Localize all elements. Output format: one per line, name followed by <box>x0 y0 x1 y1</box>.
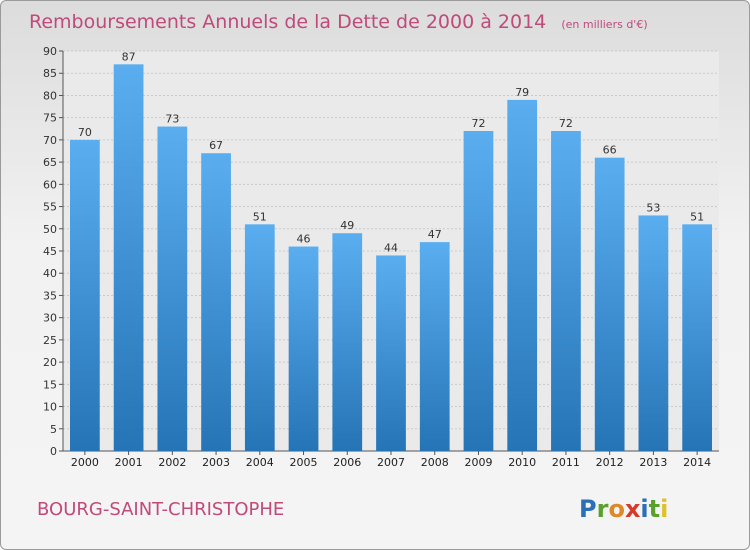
logo-letter: o <box>608 495 625 523</box>
data-label: 87 <box>122 50 136 63</box>
bar <box>638 215 669 451</box>
chart-title-unit: (en milliers d'€) <box>561 18 647 31</box>
x-tick-label: 2002 <box>158 456 186 469</box>
x-tick-label: 2012 <box>596 456 624 469</box>
y-tick-label: 5 <box>50 423 57 436</box>
proxiti-logo: Proxiti <box>579 495 668 523</box>
y-tick-label: 90 <box>43 45 57 58</box>
y-tick-label: 50 <box>43 223 57 236</box>
data-label: 46 <box>297 233 311 246</box>
y-tick-label: 35 <box>43 289 57 302</box>
bar-series <box>69 64 713 452</box>
data-label: 72 <box>559 117 573 130</box>
commune-name: BOURG-SAINT-CHRISTOPHE <box>37 499 284 520</box>
data-label: 73 <box>165 113 179 126</box>
y-tick-label: 60 <box>43 178 57 191</box>
y-tick-label: 70 <box>43 134 57 147</box>
logo-letter: r <box>597 495 609 523</box>
x-tick-label: 2014 <box>683 456 711 469</box>
data-label: 66 <box>603 144 617 157</box>
bar <box>594 157 625 451</box>
y-tick-label: 45 <box>43 245 57 258</box>
bar <box>507 99 538 451</box>
data-label: 51 <box>690 210 704 223</box>
y-tick-label: 25 <box>43 334 57 347</box>
data-labels: 70 87 73 67 51 46 49 44 47 72 79 72 66 53 51 <box>78 50 704 254</box>
y-tick-label: 65 <box>43 156 57 169</box>
y-tick-label: 80 <box>43 89 57 102</box>
data-label: 70 <box>78 126 92 139</box>
data-label: 79 <box>515 86 529 99</box>
data-label: 67 <box>209 139 223 152</box>
x-tick-label: 2001 <box>115 456 143 469</box>
y-tick-label: 15 <box>43 378 57 391</box>
bar <box>201 153 231 451</box>
data-label: 49 <box>340 219 354 232</box>
bar <box>376 255 406 451</box>
x-tick-label: 2007 <box>377 456 405 469</box>
y-tick-label: 85 <box>43 67 57 80</box>
logo-letter: i <box>640 495 648 523</box>
bar <box>157 126 188 452</box>
data-label: 44 <box>384 241 398 254</box>
bar <box>419 242 450 451</box>
bar <box>113 64 144 452</box>
x-tick-label: 2005 <box>290 456 318 469</box>
y-tick-label: 30 <box>43 312 57 325</box>
x-tick-label: 2011 <box>552 456 580 469</box>
logo-letter: x <box>625 495 641 523</box>
x-tick-label: 2006 <box>333 456 361 469</box>
y-tick-label: 0 <box>50 445 57 458</box>
data-label: 47 <box>428 228 442 241</box>
chart-title: Remboursements Annuels de la Dette de 20… <box>29 11 648 33</box>
x-tick-label: 2003 <box>202 456 230 469</box>
logo-letter: P <box>579 495 597 523</box>
x-tick-label: 2010 <box>508 456 536 469</box>
y-tick-label: 10 <box>43 401 57 414</box>
y-tick-label: 40 <box>43 267 57 280</box>
chart-title-main: Remboursements Annuels de la Dette de 20… <box>29 11 546 33</box>
y-tick-label: 75 <box>43 112 57 125</box>
bar <box>288 246 319 451</box>
logo-letter: i <box>660 495 668 523</box>
x-tick-label: 2009 <box>464 456 492 469</box>
bar <box>682 224 713 451</box>
bar <box>69 139 100 451</box>
bar <box>551 131 581 451</box>
bar <box>463 131 494 451</box>
x-tick-label: 2000 <box>71 456 99 469</box>
y-tick-label: 20 <box>43 356 57 369</box>
x-axis-ticks: 2000 2001 2002 2003 2004 2005 2006 2007 2008 2009… <box>71 451 711 469</box>
data-label: 72 <box>471 117 485 130</box>
x-tick-label: 2013 <box>639 456 667 469</box>
bar <box>332 233 363 451</box>
x-tick-label: 2008 <box>421 456 449 469</box>
y-tick-label: 55 <box>43 201 57 214</box>
bar <box>244 224 275 451</box>
x-tick-label: 2004 <box>246 456 274 469</box>
data-label: 51 <box>253 210 267 223</box>
logo-letter: t <box>649 495 660 523</box>
data-label: 53 <box>646 201 660 214</box>
